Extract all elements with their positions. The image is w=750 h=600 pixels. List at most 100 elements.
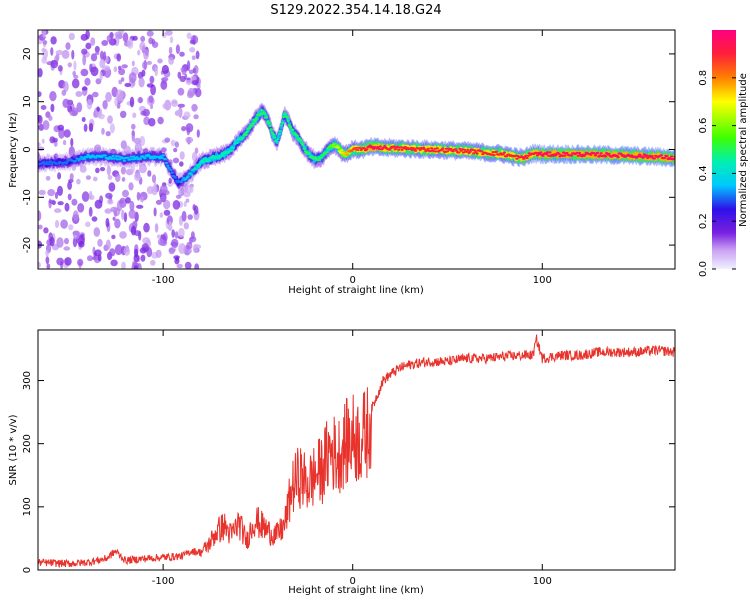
noise-blob xyxy=(41,47,46,53)
noise-blob xyxy=(76,102,83,113)
noise-blob xyxy=(55,49,64,56)
noise-blob xyxy=(106,199,114,205)
noise-blob xyxy=(70,137,74,147)
noise-blob xyxy=(129,96,135,108)
noise-blob xyxy=(170,238,179,249)
ridge-blob xyxy=(672,158,675,161)
ridge-blob xyxy=(232,146,236,149)
noise-blob xyxy=(167,181,173,187)
ridge-blob xyxy=(368,144,372,147)
noise-blob xyxy=(156,234,161,239)
ridge-blob xyxy=(607,152,611,155)
noise-blob xyxy=(98,254,102,262)
noise-blob xyxy=(184,261,192,269)
noise-blob xyxy=(121,177,126,182)
ridge-blob xyxy=(291,128,295,131)
ridge-blob xyxy=(276,137,280,141)
noise-blob xyxy=(139,135,146,147)
x-tick-label: -100 xyxy=(152,576,175,587)
noise-blob xyxy=(170,139,176,147)
noise-blob xyxy=(63,81,69,92)
ridge-blob xyxy=(638,153,642,156)
ridge-blob xyxy=(164,161,169,165)
noise-blob xyxy=(68,224,74,231)
ridge-blob xyxy=(354,146,359,149)
ridge-blob xyxy=(393,148,397,151)
noise-blob xyxy=(163,209,171,216)
noise-blob xyxy=(134,142,142,153)
y-tick-label: 20 xyxy=(22,48,33,61)
noise-blob xyxy=(123,247,131,256)
noise-blob xyxy=(141,243,149,252)
noise-blob xyxy=(161,77,169,82)
noise-blob xyxy=(112,216,116,221)
ridge-blob xyxy=(286,119,290,122)
figure-title: S129.2022.354.14.18.G24 xyxy=(270,3,441,18)
noise-blob xyxy=(133,265,138,269)
ridge-blob xyxy=(563,154,567,157)
ridge-blob xyxy=(515,157,519,160)
noise-blob xyxy=(183,111,191,119)
noise-blob xyxy=(110,206,118,213)
ridge-blob xyxy=(241,136,245,139)
noise-blob xyxy=(102,100,108,110)
ridge-blob xyxy=(77,159,81,162)
noise-blob xyxy=(179,51,185,57)
ridge-blob xyxy=(583,153,587,156)
noise-blob xyxy=(64,237,69,245)
noise-blob xyxy=(106,165,111,176)
noise-blob xyxy=(188,69,194,75)
noise-blob xyxy=(111,234,116,240)
ridge-blob xyxy=(190,173,194,176)
noise-blob xyxy=(186,60,191,72)
noise-blob xyxy=(168,221,172,230)
noise-blob xyxy=(119,231,127,239)
ridge-blob xyxy=(604,155,608,158)
noise-blob xyxy=(155,199,162,205)
ridge-blob xyxy=(277,132,281,135)
noise-blob xyxy=(69,173,74,181)
noise-blob xyxy=(187,87,196,97)
noise-blob xyxy=(124,82,132,88)
noise-blob xyxy=(105,208,110,214)
noise-blob xyxy=(155,249,162,258)
noise-blob xyxy=(153,207,157,217)
noise-blob xyxy=(181,69,187,76)
noise-blob xyxy=(122,32,129,43)
noise-blob xyxy=(131,131,135,142)
noise-blob xyxy=(57,65,63,72)
ridge-blob xyxy=(599,152,603,155)
noise-blob xyxy=(81,117,86,122)
noise-blob xyxy=(174,141,179,148)
ridge-blob xyxy=(432,150,436,153)
ridge-blob xyxy=(301,143,305,146)
noise-blob xyxy=(176,263,183,269)
noise-blob xyxy=(99,71,103,81)
noise-blob xyxy=(41,138,45,144)
noise-blob xyxy=(132,35,138,41)
ridge-blob xyxy=(465,150,469,153)
noise-blob xyxy=(140,254,146,262)
noise-blob xyxy=(90,53,98,62)
ridge-blob xyxy=(85,156,89,159)
noise-blob xyxy=(54,219,60,229)
noise-blob xyxy=(38,142,41,147)
noise-blob xyxy=(50,47,54,56)
noise-blob xyxy=(192,244,199,254)
ridge-blob xyxy=(383,145,387,148)
ridge-blob xyxy=(273,136,277,139)
noise-blob xyxy=(101,40,109,46)
snr-x-ticks: -100 0 100 xyxy=(152,330,552,587)
frequency-ridge-layer xyxy=(38,102,675,190)
ridge-blob xyxy=(317,158,321,161)
noise-blob xyxy=(101,127,105,135)
noise-blob xyxy=(99,167,106,172)
ridge-blob xyxy=(253,119,257,122)
noise-blob xyxy=(99,59,106,69)
noise-blob xyxy=(125,197,131,204)
ridge-blob xyxy=(546,151,550,154)
noise-blob xyxy=(89,63,93,73)
noise-blob xyxy=(85,42,92,50)
ridge-blob xyxy=(169,168,173,172)
